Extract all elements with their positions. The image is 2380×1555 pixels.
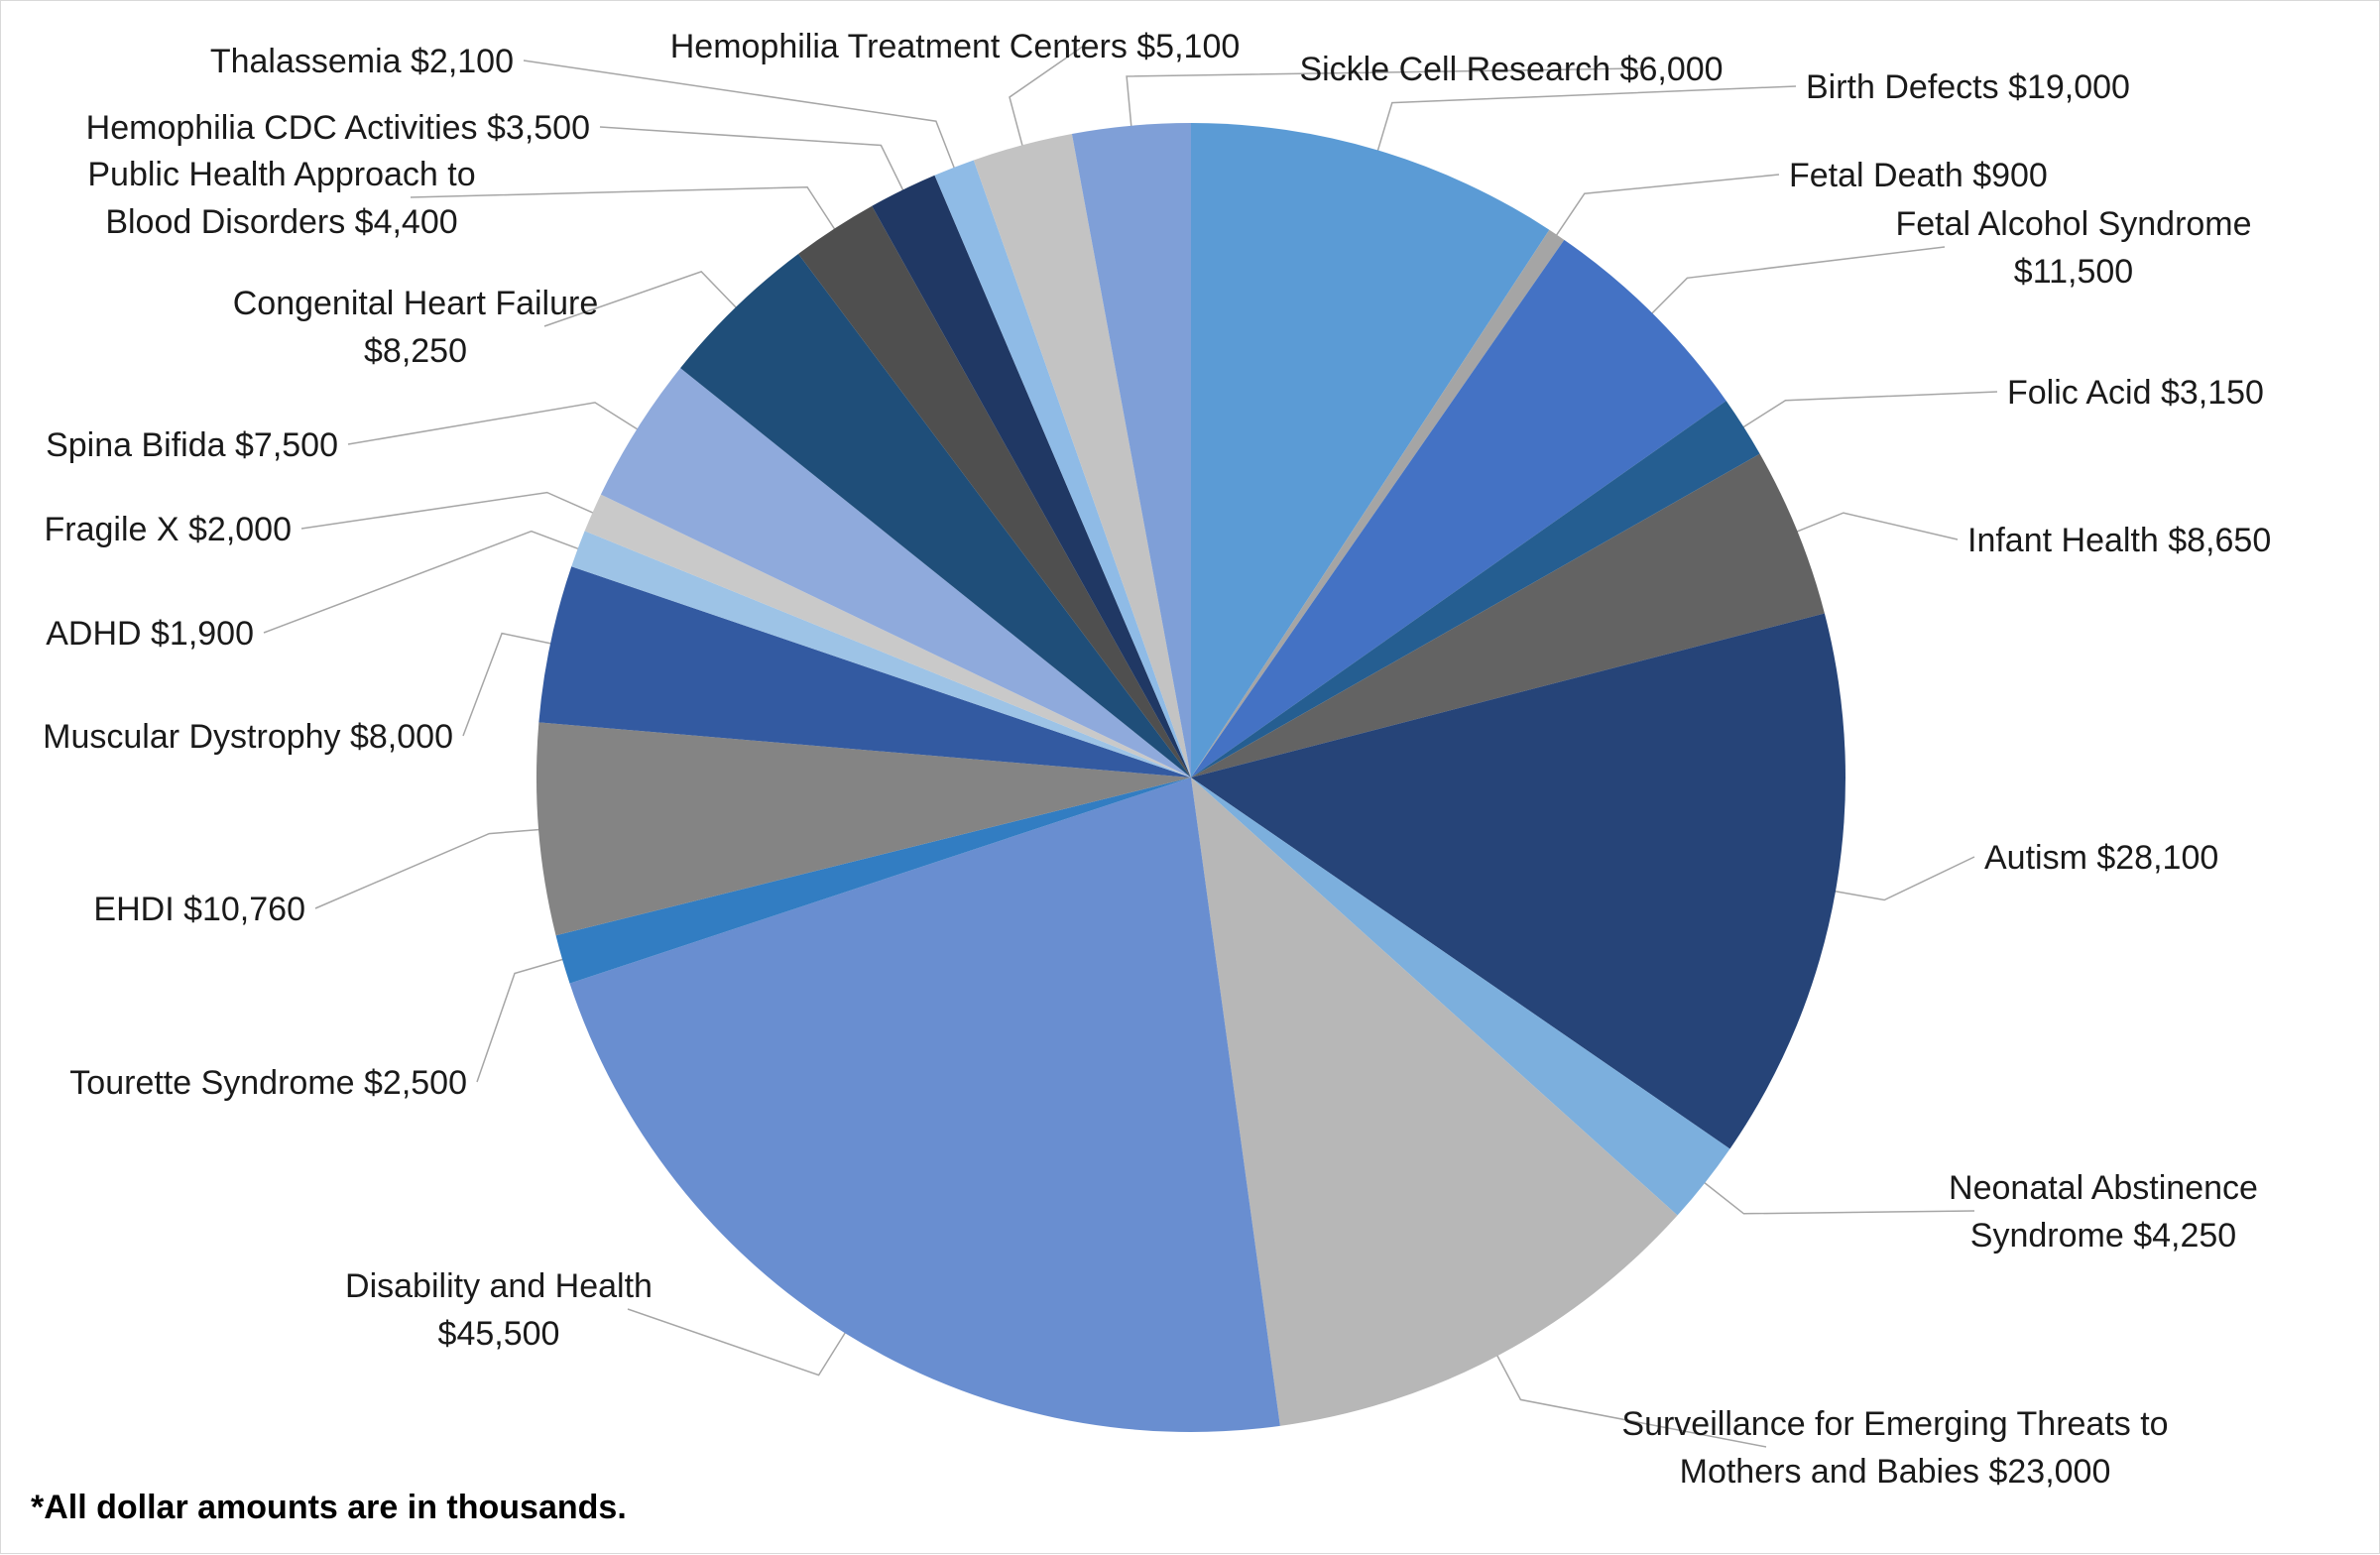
slice-surveillance-for-emerging-threats-to-mothers-and-babies	[1191, 778, 1678, 1426]
label-disability-and-health: Disability and Health $45,500	[345, 1267, 653, 1353]
slice-tourette-syndrome	[555, 778, 1191, 984]
leader-fetal-death	[1552, 174, 1780, 241]
slice-labels: Birth Defects $19,000 Fetal Death $900 Fet…	[43, 28, 2271, 1491]
label-infant-health: Infant Health $8,650	[1967, 522, 2271, 559]
label-birth-defects: Birth Defects $19,000	[1806, 68, 2130, 106]
leader-tourette-syndrome	[476, 957, 569, 1083]
slice-disability-and-health	[569, 778, 1280, 1432]
slice-ehdi	[536, 722, 1191, 936]
label-fetal-death: Fetal Death $900	[1789, 157, 2048, 194]
leader-ehdi	[314, 828, 545, 909]
slice-thalassemia	[934, 160, 1191, 778]
slice-infant-health	[1191, 453, 1825, 778]
leader-infant-health	[1791, 512, 1959, 540]
slice-adhd	[571, 531, 1191, 778]
label-fragile-x: Fragile X $2,000	[45, 511, 293, 548]
leader-public-health-approach-to-blood-disorders	[410, 185, 839, 235]
label-tourette-syndrome: Tourette Syndrome $2,500	[69, 1064, 467, 1102]
footnote: *All dollar amounts are in thousands.	[31, 1489, 627, 1526]
leader-muscular-dystrophy	[462, 632, 557, 737]
label-fetal-alcohol-syndrome: Fetal Alcohol Syndrome $11,500	[1895, 205, 2251, 291]
label-public-health-approach-to-blood-disorders: Public Health Approach to Blood Disorders…	[87, 156, 475, 241]
slice-public-health-approach-to-blood-disorders	[798, 205, 1191, 778]
leader-birth-defects	[1375, 85, 1797, 157]
leader-surveillance-for-emerging-threats-to-mothers-and-babies	[1493, 1350, 1767, 1448]
leader-adhd	[263, 530, 584, 634]
slice-folic-acid	[1191, 401, 1760, 778]
label-folic-acid: Folic Acid $3,150	[2007, 374, 2264, 412]
leader-autism	[1829, 856, 1975, 901]
slice-fragile-x	[584, 494, 1191, 778]
leader-neonatal-abstinence-syndrome	[1699, 1178, 1975, 1215]
slice-fetal-alcohol-syndrome	[1191, 239, 1726, 778]
leader-fragile-x	[300, 491, 599, 530]
label-autism: Autism $28,100	[1984, 839, 2218, 877]
slice-muscular-dystrophy	[538, 566, 1191, 778]
label-spina-bifida: Spina Bifida $7,500	[46, 426, 338, 464]
label-sickle-cell-research: Sickle Cell Research $6,000	[1299, 51, 1723, 88]
slice-congenital-heart-failure	[680, 253, 1191, 778]
slice-hemophilia-cdc-activities	[872, 175, 1191, 778]
label-thalassemia: Thalassemia $2,100	[210, 43, 514, 80]
label-hemophilia-cdc-activities: Hemophilia CDC Activities $3,500	[86, 109, 590, 147]
label-surveillance-for-emerging-threats-to-mothers-and-babies: Surveillance for Emerging Threats to Moth…	[1621, 1405, 2168, 1491]
slice-autism	[1191, 613, 1845, 1149]
leader-fetal-alcohol-syndrome	[1647, 246, 1946, 318]
leader-lines	[263, 45, 1998, 1448]
leader-spina-bifida	[347, 402, 643, 445]
leader-thalassemia	[523, 60, 957, 174]
slice-hemophilia-treatment-centers	[973, 134, 1191, 778]
slice-spina-bifida	[600, 368, 1191, 778]
slice-sickle-cell-research	[1071, 123, 1191, 778]
slice-birth-defects	[1191, 123, 1550, 778]
leader-folic-acid	[1737, 391, 1998, 431]
leader-hemophilia-treatment-centers	[1009, 45, 1085, 152]
label-hemophilia-treatment-centers: Hemophilia Treatment Centers $5,100	[670, 28, 1241, 65]
label-congenital-heart-failure: Congenital Heart Failure $8,250	[233, 285, 599, 370]
leader-disability-and-health	[627, 1308, 849, 1376]
label-ehdi: EHDI $10,760	[93, 891, 305, 928]
pie-slices	[536, 123, 1845, 1432]
label-adhd: ADHD $1,900	[46, 615, 254, 653]
leader-congenital-heart-failure	[543, 271, 741, 327]
leader-hemophilia-cdc-activities	[599, 126, 906, 196]
label-muscular-dystrophy: Muscular Dystrophy $8,000	[43, 718, 453, 756]
leader-sickle-cell-research	[1126, 67, 1641, 132]
slice-fetal-death	[1191, 229, 1565, 778]
label-neonatal-abstinence-syndrome: Neonatal Abstinence Syndrome $4,250	[1949, 1169, 2258, 1255]
slice-neonatal-abstinence-syndrome	[1191, 778, 1730, 1216]
